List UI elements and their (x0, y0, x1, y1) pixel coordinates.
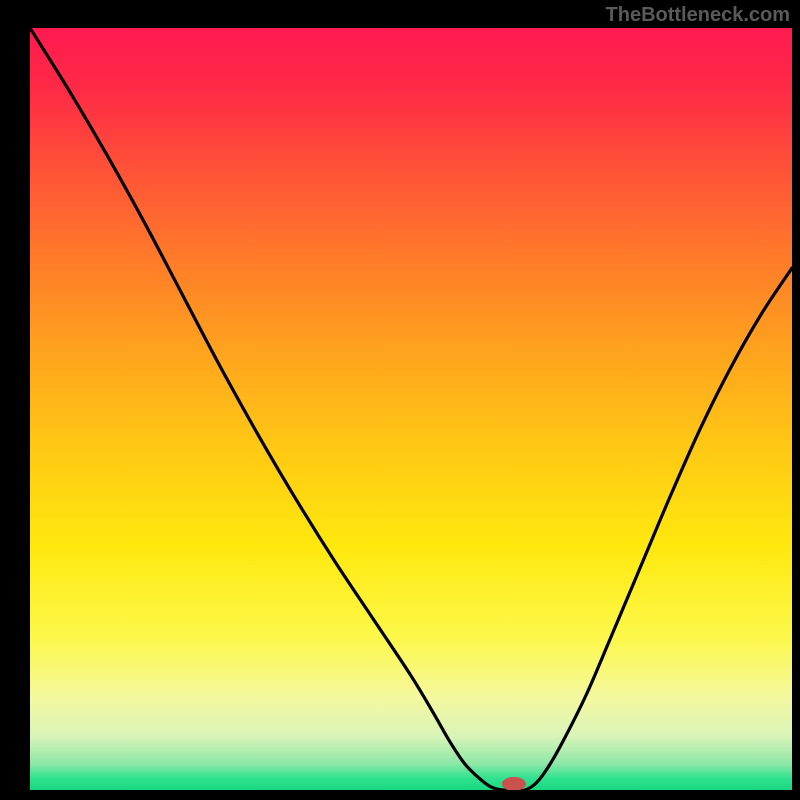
chart-svg (30, 28, 792, 790)
chart-area (30, 28, 792, 790)
watermark-text: TheBottleneck.com (606, 4, 790, 27)
